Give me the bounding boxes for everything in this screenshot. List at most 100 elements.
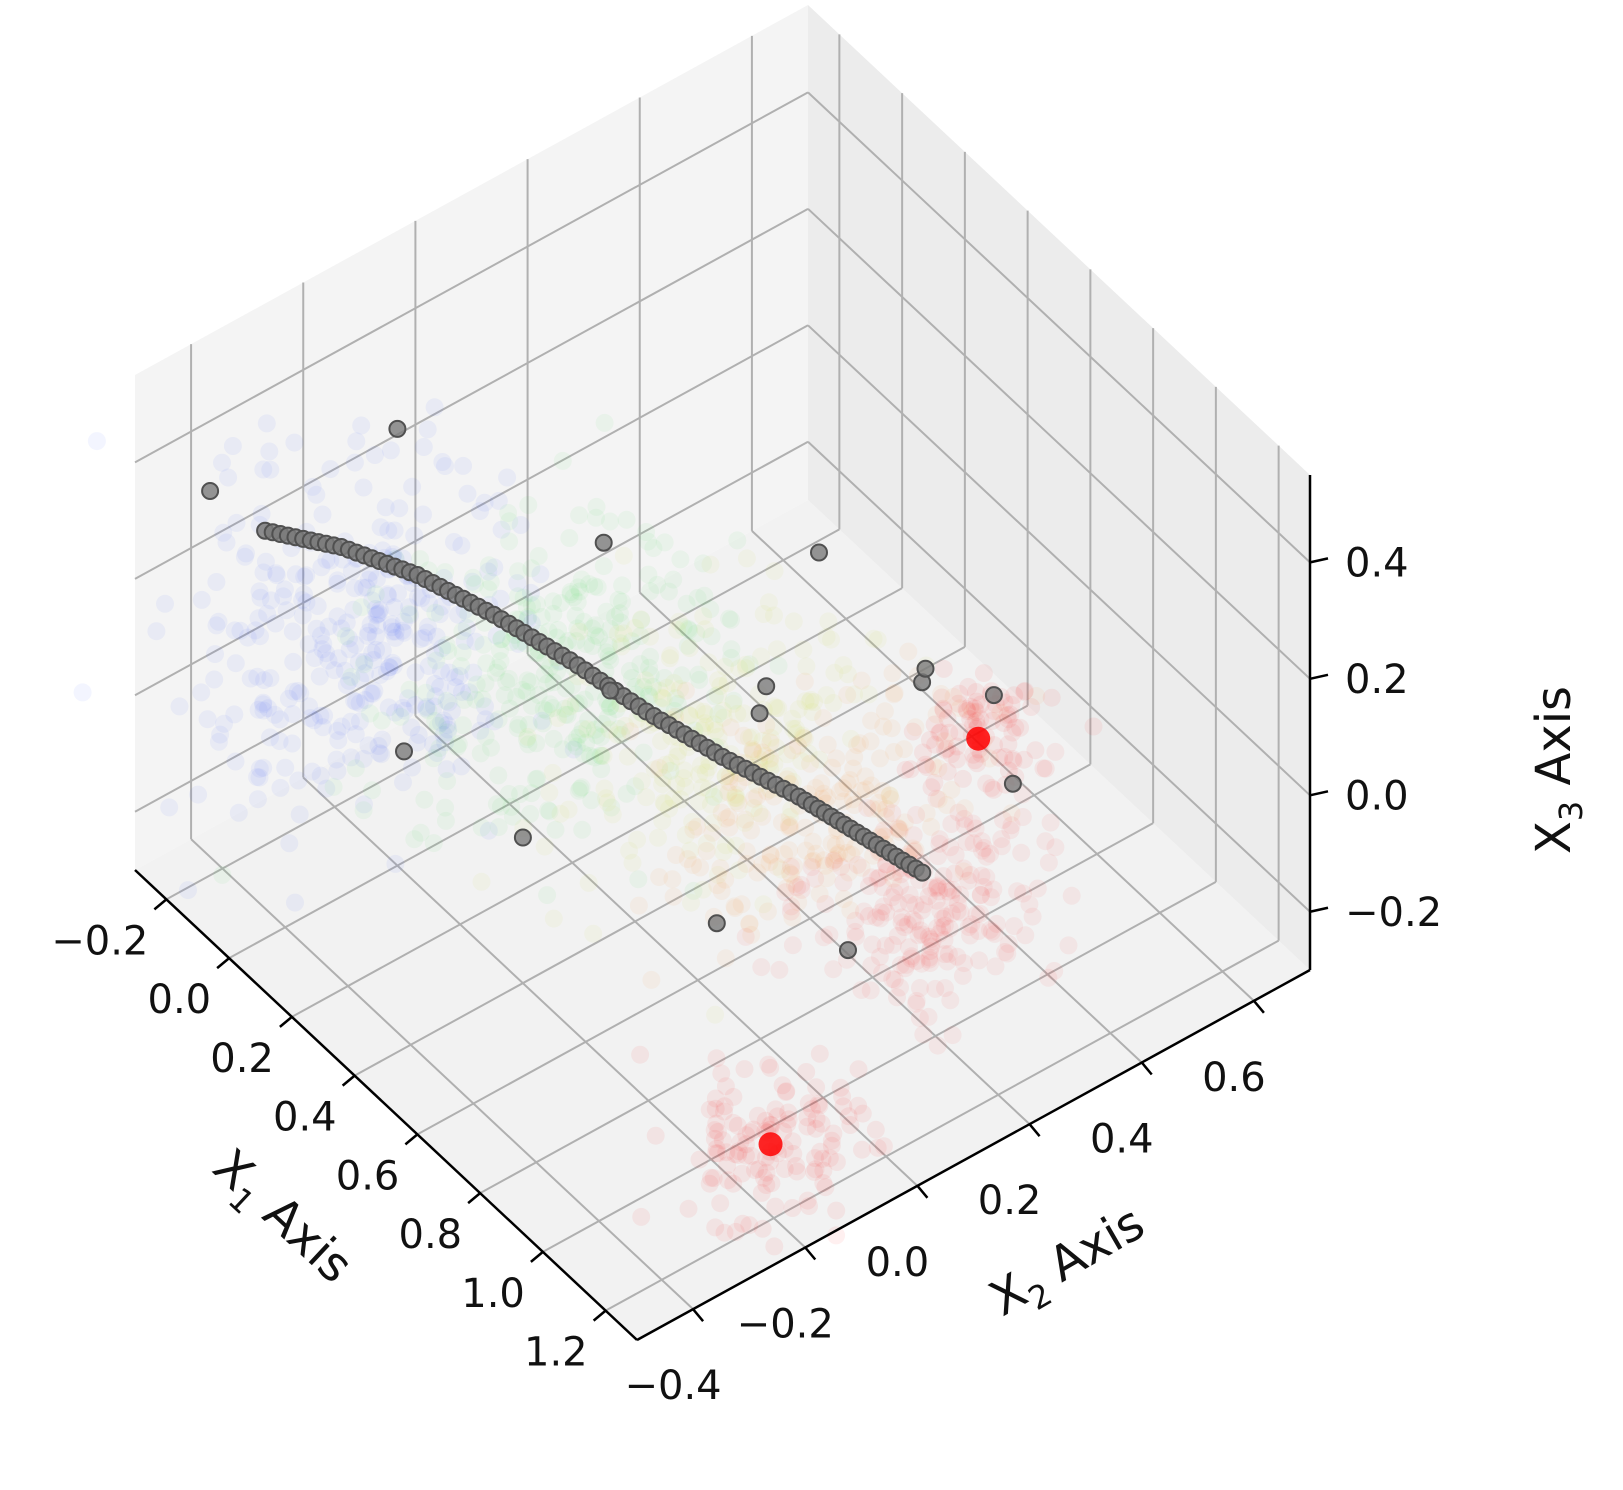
cloud-point (569, 578, 588, 597)
cloud-point (564, 740, 583, 759)
cloud-point (252, 504, 271, 523)
cloud-point (209, 732, 228, 751)
cloud-point (572, 570, 591, 589)
cloud-point (479, 821, 498, 840)
cloud-point (810, 884, 829, 903)
cloud-point (737, 1135, 756, 1154)
cloud-point (1002, 804, 1021, 823)
cloud-point (238, 628, 257, 647)
cloud-point (982, 888, 1000, 907)
cloud-point (1005, 686, 1024, 705)
cloud-point (401, 606, 420, 625)
cloud-point (694, 607, 713, 626)
cloud-point (798, 1108, 817, 1127)
cloud-point (225, 621, 244, 640)
cloud-point (951, 885, 970, 904)
cloud-point (922, 817, 941, 836)
cloud-point (744, 742, 763, 761)
cloud-point (653, 811, 672, 830)
cloud-point (349, 652, 368, 671)
cloud-point (250, 768, 269, 787)
cloud-point (785, 857, 804, 876)
cloud-point (921, 954, 940, 973)
cloud-point (744, 789, 763, 808)
cloud-point (340, 629, 358, 648)
cloud-point (716, 836, 735, 855)
cloud-point (814, 784, 833, 803)
cloud-point (797, 657, 816, 676)
cloud-point (929, 847, 948, 866)
x2-tick (1252, 1000, 1265, 1014)
cloud-point (622, 632, 641, 651)
cloud-point (250, 582, 269, 601)
cloud-point (957, 700, 976, 719)
cloud-point (205, 670, 224, 689)
cloud-point (927, 879, 946, 898)
cloud-point (736, 810, 755, 829)
cloud-point (856, 767, 875, 786)
cloud-point (845, 748, 864, 767)
cloud-point (417, 697, 436, 716)
cloud-point (262, 591, 280, 610)
cloud-point (394, 612, 413, 631)
cloud-point (534, 714, 553, 733)
cloud-point (719, 1171, 738, 1190)
cloud-point (899, 915, 917, 934)
cloud-point (689, 665, 708, 684)
cloud-point (479, 556, 498, 575)
cloud-point (440, 663, 459, 682)
cloud-point (616, 716, 635, 735)
cloud-point (769, 699, 788, 718)
cloud-point (438, 723, 457, 742)
cloud-point (255, 671, 274, 690)
cloud-point (907, 994, 926, 1013)
cloud-point (502, 797, 521, 816)
cloud-point (246, 621, 265, 640)
cloud-point (766, 1197, 785, 1216)
cloud-point (717, 1143, 736, 1162)
cloud-point (753, 1219, 772, 1238)
cloud-point (892, 913, 911, 932)
cloud-point (458, 484, 477, 503)
cloud-point (283, 622, 302, 641)
cloud-point (967, 683, 986, 701)
cloud-point (415, 790, 434, 809)
cloud-point (611, 613, 630, 632)
cloud-point (453, 716, 472, 735)
cloud-point (843, 790, 862, 809)
cloud-point (418, 420, 437, 439)
cloud-point (974, 664, 993, 683)
cloud-point (783, 908, 802, 927)
cloud-point (765, 755, 784, 774)
cloud-point (687, 624, 706, 643)
cloud-point (709, 671, 727, 690)
cloud-point (944, 687, 963, 706)
cloud-point (789, 700, 808, 719)
cloud-point (881, 786, 899, 805)
cloud-point (476, 697, 494, 716)
cloud-point (372, 711, 391, 730)
cloud-point (295, 567, 314, 586)
grid-line-x1 (228, 587, 903, 960)
cloud-point (569, 781, 588, 800)
cloud-point (866, 1120, 885, 1139)
x2-tick-label: 0.2 (978, 1178, 1042, 1224)
cloud-5 (631, 1044, 893, 1256)
cloud-point (579, 873, 598, 892)
cloud-point (970, 951, 989, 970)
cloud-point (324, 777, 343, 796)
cloud-point (385, 598, 404, 617)
cloud-point (817, 869, 836, 888)
cloud-point (697, 834, 716, 853)
cloud-point (561, 697, 580, 716)
cloud-point (492, 630, 511, 649)
cloud-point (802, 1100, 821, 1119)
cloud-0 (73, 398, 583, 912)
cloud-point (839, 863, 858, 882)
cloud-point (553, 451, 572, 470)
cloud-point (411, 550, 430, 569)
cloud-point (906, 912, 925, 931)
cloud-point (675, 761, 694, 780)
x3-tick-label: −0.2 (1345, 890, 1442, 936)
cloud-point (862, 776, 881, 795)
